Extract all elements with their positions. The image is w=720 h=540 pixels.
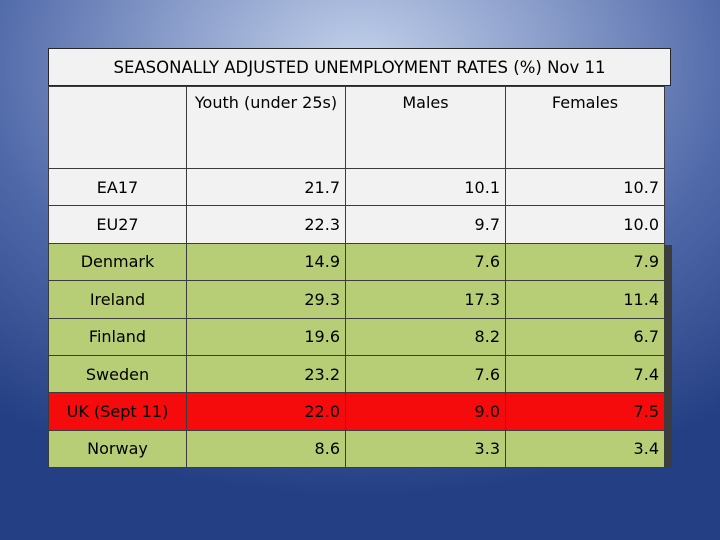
country-cell: Finland [48, 317, 187, 356]
youth-cell: 23.2 [186, 354, 346, 394]
table-row: Denmark 14.9 7.6 7.9 [48, 242, 665, 282]
country-cell: UK (Sept 11) [48, 392, 187, 431]
header-row: Youth (under 25s) Males Females [48, 86, 665, 169]
table-row: Sweden 23.2 7.6 7.4 [48, 354, 665, 394]
females-cell: 7.9 [505, 242, 665, 282]
table-row: Ireland 29.3 17.3 11.4 [48, 280, 665, 319]
header-males: Males [345, 86, 506, 169]
youth-cell: 22.0 [186, 392, 346, 431]
table-row: EU27 22.3 9.7 10.0 [48, 205, 665, 244]
males-cell: 10.1 [345, 167, 506, 207]
youth-cell: 14.9 [186, 242, 346, 282]
females-cell: 3.4 [505, 429, 665, 469]
unemployment-table: Youth (under 25s) Males Females EA17 21.… [48, 86, 665, 469]
females-cell: 10.7 [505, 167, 665, 207]
table-row: UK (Sept 11) 22.0 9.0 7.5 [48, 392, 665, 431]
country-cell: Ireland [48, 280, 187, 319]
youth-cell: 19.6 [186, 317, 346, 356]
country-cell: Denmark [48, 242, 187, 282]
youth-cell: 29.3 [186, 280, 346, 319]
youth-cell: 21.7 [186, 167, 346, 207]
header-youth: Youth (under 25s) [186, 86, 346, 169]
females-cell: 7.4 [505, 354, 665, 394]
youth-cell: 8.6 [186, 429, 346, 469]
males-cell: 8.2 [345, 317, 506, 356]
country-cell: EA17 [48, 167, 187, 207]
table-row: Finland 19.6 8.2 6.7 [48, 317, 665, 356]
table-row: EA17 21.7 10.1 10.7 [48, 167, 665, 207]
males-cell: 17.3 [345, 280, 506, 319]
table-title: SEASONALLY ADJUSTED UNEMPLOYMENT RATES (… [48, 48, 671, 86]
males-cell: 9.7 [345, 205, 506, 244]
males-cell: 7.6 [345, 242, 506, 282]
females-cell: 6.7 [505, 317, 665, 356]
males-cell: 9.0 [345, 392, 506, 431]
youth-cell: 22.3 [186, 205, 346, 244]
header-country [48, 86, 187, 169]
females-cell: 10.0 [505, 205, 665, 244]
table-shadow [664, 245, 672, 467]
females-cell: 7.5 [505, 392, 665, 431]
males-cell: 7.6 [345, 354, 506, 394]
country-cell: Norway [48, 429, 187, 469]
males-cell: 3.3 [345, 429, 506, 469]
table-row: Norway 8.6 3.3 3.4 [48, 429, 665, 469]
country-cell: Sweden [48, 354, 187, 394]
header-females: Females [505, 86, 665, 169]
females-cell: 11.4 [505, 280, 665, 319]
country-cell: EU27 [48, 205, 187, 244]
